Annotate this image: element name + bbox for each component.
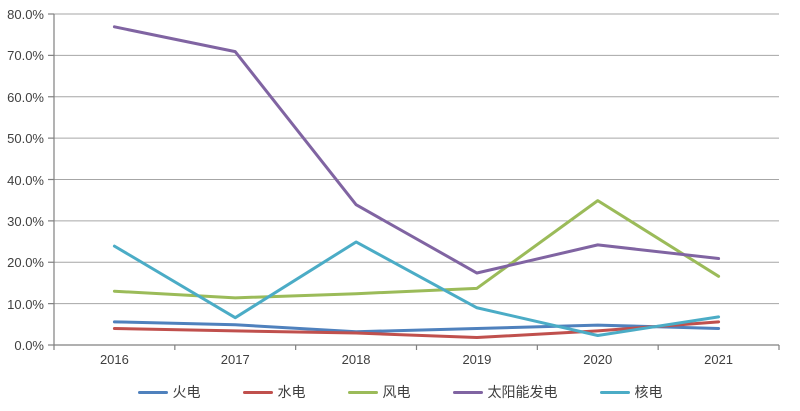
legend-label: 太阳能发电 <box>487 384 558 400</box>
series-line-核电 <box>112 240 721 337</box>
legend-line-swatch <box>599 390 630 394</box>
y-axis-tick-label: 60.0% <box>7 89 44 105</box>
y-axis-tick-label: 30.0% <box>7 213 44 229</box>
x-axis-tick-label: 2017 <box>220 352 250 367</box>
y-axis-tick-label: 20.0% <box>7 255 44 271</box>
legend-label: 核电 <box>634 384 663 400</box>
series-line-太阳能发电 <box>112 25 721 275</box>
series-line-水电 <box>112 320 721 340</box>
legend-item-水电: 水电 <box>242 382 306 402</box>
legend-label: 火电 <box>172 384 201 400</box>
x-axis-tick-label: 2020 <box>583 352 613 367</box>
x-axis-tick-label: 2021 <box>704 352 734 367</box>
x-axis-tick-label: 2018 <box>341 352 371 367</box>
y-axis-tick-label: 70.0% <box>7 48 44 64</box>
series-line-风电 <box>112 199 721 300</box>
y-axis-tick-label: 40.0% <box>7 172 44 188</box>
legend-line-swatch <box>137 390 168 394</box>
chart-legend: 火电 水电 风电 太阳能发电 核电 <box>0 382 800 402</box>
legend-line-swatch <box>452 390 483 394</box>
y-axis-tick-label: 0.0% <box>14 338 44 353</box>
legend-item-太阳能发电: 太阳能发电 <box>452 382 558 402</box>
legend-item-火电: 火电 <box>137 382 201 402</box>
legend-label: 风电 <box>382 384 411 400</box>
y-axis-tick-label: 50.0% <box>7 131 44 147</box>
legend-item-核电: 核电 <box>599 382 663 402</box>
legend-label: 水电 <box>277 384 306 400</box>
y-axis-tick-label: 10.0% <box>7 296 44 312</box>
series-line-火电 <box>112 320 721 334</box>
x-axis-tick-label: 2016 <box>99 352 129 367</box>
x-axis-tick-label: 2019 <box>462 352 492 367</box>
legend-item-风电: 风电 <box>347 382 411 402</box>
legend-line-swatch <box>347 390 378 394</box>
legend-line-swatch <box>242 390 273 394</box>
y-axis-tick-label: 80.0% <box>7 7 44 22</box>
